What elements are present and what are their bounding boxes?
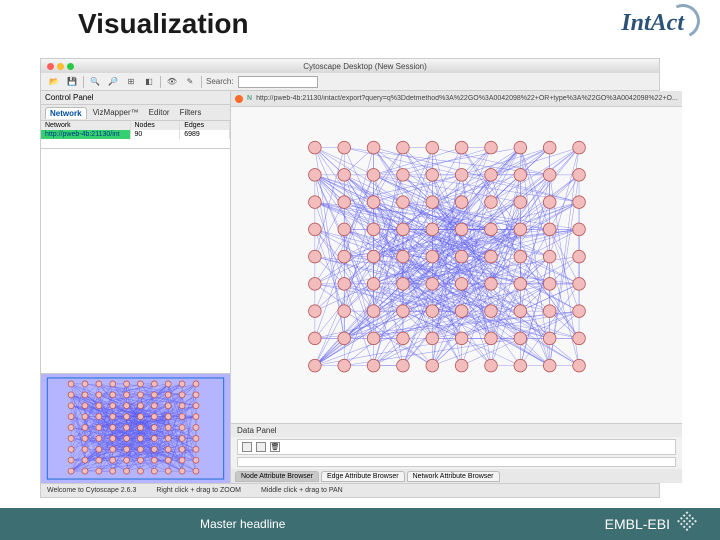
- tab-network[interactable]: Network: [45, 107, 87, 119]
- dp-tool-1-icon[interactable]: [242, 442, 252, 452]
- zoom-fit-icon[interactable]: ⊞: [124, 75, 138, 89]
- network-svg: [231, 107, 682, 423]
- overview-svg: [41, 374, 230, 483]
- network-table-header: Network Nodes Edges: [41, 121, 230, 130]
- slide-footer: Master headline EMBL-EBI: [0, 508, 720, 540]
- data-panel-toolbar: 🗑: [237, 439, 676, 455]
- zoom-in-icon[interactable]: 🔍: [88, 75, 102, 89]
- tab-vizmapper[interactable]: VizMapper™: [89, 107, 143, 118]
- control-panel-blank: [41, 149, 230, 373]
- app-body: Control Panel Network VizMapper™ Editor …: [41, 91, 659, 483]
- network-view-dot-icon[interactable]: [235, 95, 243, 103]
- data-panel: Data Panel 🗑 Node Attribute Browser Edge…: [231, 423, 682, 483]
- search-input[interactable]: [238, 76, 318, 88]
- data-panel-title: Data Panel: [231, 424, 682, 437]
- annotate-icon[interactable]: ✎: [183, 75, 197, 89]
- window-title: Cytoscape Desktop (New Session): [77, 62, 653, 71]
- control-panel-tabs: Network VizMapper™ Editor Filters: [41, 105, 230, 121]
- dp-tool-2-icon[interactable]: [256, 442, 266, 452]
- main-toolbar: 📂 💾 🔍 🔎 ⊞ ◧ 👁 ✎ Search:: [41, 73, 659, 91]
- status-zoom-hint: Right click + drag to ZOOM: [156, 487, 241, 494]
- ebi-logo-icon: [674, 511, 699, 536]
- search-label: Search:: [206, 77, 234, 86]
- close-icon[interactable]: [47, 63, 54, 70]
- open-icon[interactable]: 📂: [47, 75, 61, 89]
- status-pan-hint: Middle click + drag to PAN: [261, 487, 343, 494]
- maximize-icon[interactable]: [67, 63, 74, 70]
- intact-logo: IntAct: [621, 8, 700, 38]
- tab-editor[interactable]: Editor: [145, 107, 174, 118]
- zoom-sel-icon[interactable]: ◧: [142, 75, 156, 89]
- data-panel-tabs: Node Attribute Browser Edge Attribute Br…: [231, 469, 682, 483]
- zoom-out-icon[interactable]: 🔎: [106, 75, 120, 89]
- tab-filters[interactable]: Filters: [176, 107, 206, 118]
- data-panel-grid[interactable]: [237, 457, 676, 467]
- slide-title: Visualization: [78, 8, 249, 40]
- control-panel: Control Panel Network VizMapper™ Editor …: [41, 91, 231, 483]
- tab-node-attr[interactable]: Node Attribute Browser: [235, 471, 319, 482]
- sidebar-caption: Opening the network in Cytoscape…: [0, 0, 36, 98]
- slide-header: Visualization IntAct: [0, 0, 720, 58]
- view-panel: N http://pweb-4b:21130/intact/export?que…: [231, 91, 682, 483]
- control-panel-title: Control Panel: [41, 91, 230, 105]
- window-titlebar: Cytoscape Desktop (New Session): [41, 59, 659, 73]
- reload-icon[interactable]: N: [247, 95, 252, 102]
- footer-caption: Master headline: [200, 517, 285, 531]
- app-screenshot: Cytoscape Desktop (New Session) 📂 💾 🔍 🔎 …: [40, 58, 660, 498]
- network-overview[interactable]: [41, 373, 230, 483]
- status-welcome: Welcome to Cytoscape 2.6.3: [47, 487, 136, 494]
- minimize-icon[interactable]: [57, 63, 64, 70]
- view-url: http://pweb-4b:21130/intact/export?query…: [256, 95, 678, 102]
- show-hide-icon[interactable]: 👁: [165, 75, 179, 89]
- network-canvas[interactable]: [231, 107, 682, 423]
- dp-delete-icon[interactable]: 🗑: [270, 442, 280, 452]
- save-icon[interactable]: 💾: [65, 75, 79, 89]
- network-table: Network Nodes Edges http://pweb-4b:21130…: [41, 121, 230, 149]
- statusbar: Welcome to Cytoscape 2.6.3 Right click +…: [41, 483, 659, 497]
- tab-edge-attr[interactable]: Edge Attribute Browser: [321, 471, 405, 482]
- tab-network-attr[interactable]: Network Attribute Browser: [407, 471, 500, 482]
- footer-brand: EMBL-EBI: [605, 515, 696, 533]
- network-table-row[interactable]: http://pweb-4b:21130/int 90 6989: [41, 130, 230, 139]
- view-tabbar: N http://pweb-4b:21130/intact/export?que…: [231, 91, 682, 107]
